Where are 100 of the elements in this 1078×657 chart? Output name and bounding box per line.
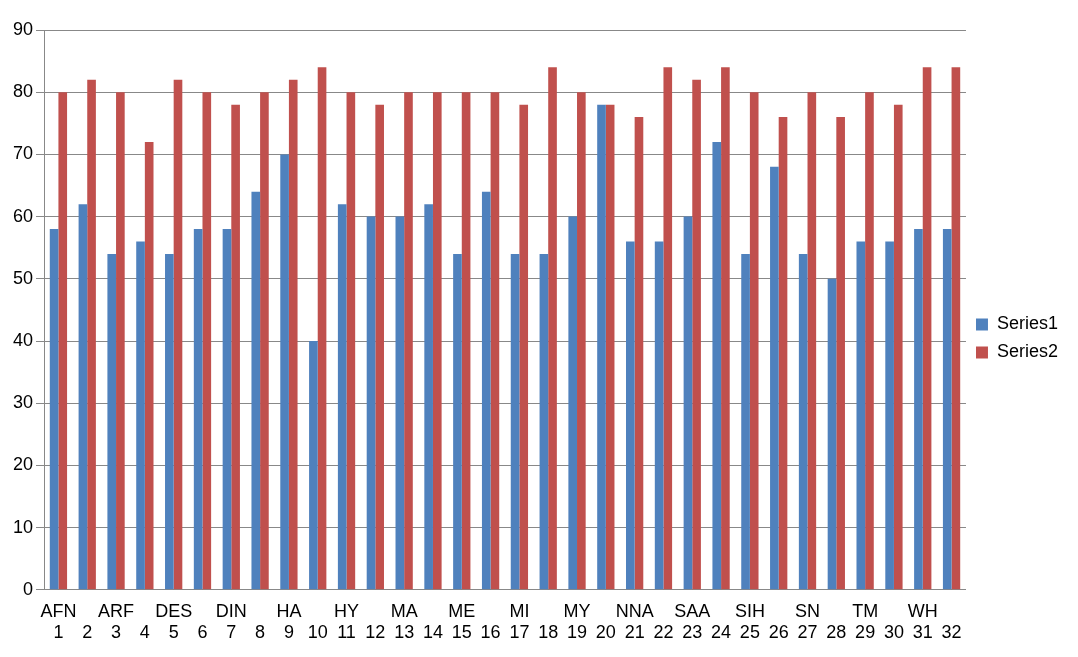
bar: [461, 92, 471, 590]
bar: [856, 241, 866, 590]
bar: [432, 92, 442, 590]
bar: [712, 141, 722, 590]
bar: [922, 67, 932, 590]
x-tick-label: HY 11: [334, 600, 360, 643]
y-tick-label: 60: [12, 205, 34, 226]
bar: [481, 191, 491, 590]
x-tick-label: DIN 7: [215, 600, 247, 643]
bar: [626, 241, 635, 590]
bar: [375, 104, 384, 590]
y-tick-label: 0: [23, 578, 34, 599]
x-tick-label: 8: [255, 622, 266, 643]
x-tick-label: 26: [768, 622, 789, 643]
bar: [317, 67, 327, 590]
bar: [807, 92, 817, 590]
bar: [893, 104, 903, 590]
bar: [749, 92, 759, 590]
x-tick-label: 2: [82, 622, 93, 643]
bar: [251, 191, 261, 590]
bar: [836, 117, 845, 590]
bar: [827, 278, 837, 590]
bar: [173, 79, 183, 590]
bar: [914, 229, 923, 590]
x-tick-label: 12: [365, 622, 386, 643]
x-tick-label: MA 13: [390, 600, 418, 643]
x-tick-label: 28: [826, 622, 847, 643]
y-tick-label: 90: [12, 18, 34, 39]
bar: [778, 117, 788, 590]
bar: [280, 154, 289, 590]
bar: [951, 67, 961, 590]
bar: [288, 79, 298, 590]
x-tick-label: 24: [711, 622, 732, 643]
bar: [683, 216, 693, 590]
y-tick-label: 70: [12, 143, 34, 164]
bar: [144, 141, 154, 590]
x-tick-label: 18: [538, 622, 559, 643]
bar: [222, 229, 232, 590]
x-tick-label: 4: [139, 622, 150, 643]
bar: [424, 204, 433, 590]
x-tick-label: AFN 1: [40, 600, 77, 643]
x-tick-label: 14: [422, 622, 443, 643]
bar: [577, 92, 586, 590]
bar: [260, 92, 269, 590]
x-tick-label: MY 19: [563, 600, 591, 643]
x-tick-label: TM 29: [852, 600, 879, 643]
x-tick-label: SAA 23: [674, 600, 711, 643]
bar: [597, 104, 606, 590]
bar: [78, 204, 88, 590]
x-tick-label: MI 17: [509, 600, 530, 643]
x-tick-label: SIH 25: [734, 600, 765, 643]
bar: [942, 229, 952, 590]
y-tick-label: 20: [12, 454, 34, 475]
bar: [309, 341, 318, 590]
x-tick-label: WH 31: [907, 600, 938, 643]
x-tick-label: 20: [595, 622, 616, 643]
bar: [490, 92, 500, 590]
bar: [165, 253, 174, 590]
y-tick-label: 30: [12, 392, 34, 413]
bar: [346, 92, 356, 590]
bar: [87, 79, 96, 590]
x-tick-label: 22: [653, 622, 674, 643]
bar: [107, 253, 117, 590]
bar: [770, 166, 779, 590]
bar: [568, 216, 578, 590]
bar: [798, 253, 808, 590]
bar: [193, 229, 203, 590]
bar: [539, 253, 549, 590]
bar: [116, 92, 125, 590]
bar: [510, 253, 520, 590]
bar: [654, 241, 664, 590]
x-tick-label: HA 9: [276, 600, 302, 643]
bar: [663, 67, 673, 590]
legend-label: Series2: [996, 341, 1058, 362]
bar: [49, 229, 59, 590]
bar: [692, 79, 701, 590]
bar: [741, 253, 750, 590]
y-tick-label: 80: [12, 81, 34, 102]
bar: [231, 104, 240, 590]
legend-label: Series1: [996, 313, 1058, 334]
bar: [519, 104, 529, 590]
bar: [634, 117, 644, 590]
x-tick-label: ME 15: [448, 600, 476, 643]
bar: [395, 216, 405, 590]
bar: [865, 92, 874, 590]
bar: [404, 92, 413, 590]
bar: [721, 67, 730, 590]
x-tick-label: NNA 21: [615, 600, 654, 643]
x-tick-label: 16: [480, 622, 501, 643]
x-tick-label: DES 5: [155, 600, 193, 643]
bar: [453, 253, 462, 590]
y-tick-label: 50: [12, 267, 34, 288]
y-tick-label: 40: [12, 329, 34, 350]
bar: [58, 92, 68, 590]
bar: [337, 204, 347, 590]
x-tick-label: 32: [941, 622, 962, 643]
bar: [548, 67, 557, 590]
x-tick-label: 10: [307, 622, 328, 643]
bar: [885, 241, 894, 590]
bar: [366, 216, 376, 590]
